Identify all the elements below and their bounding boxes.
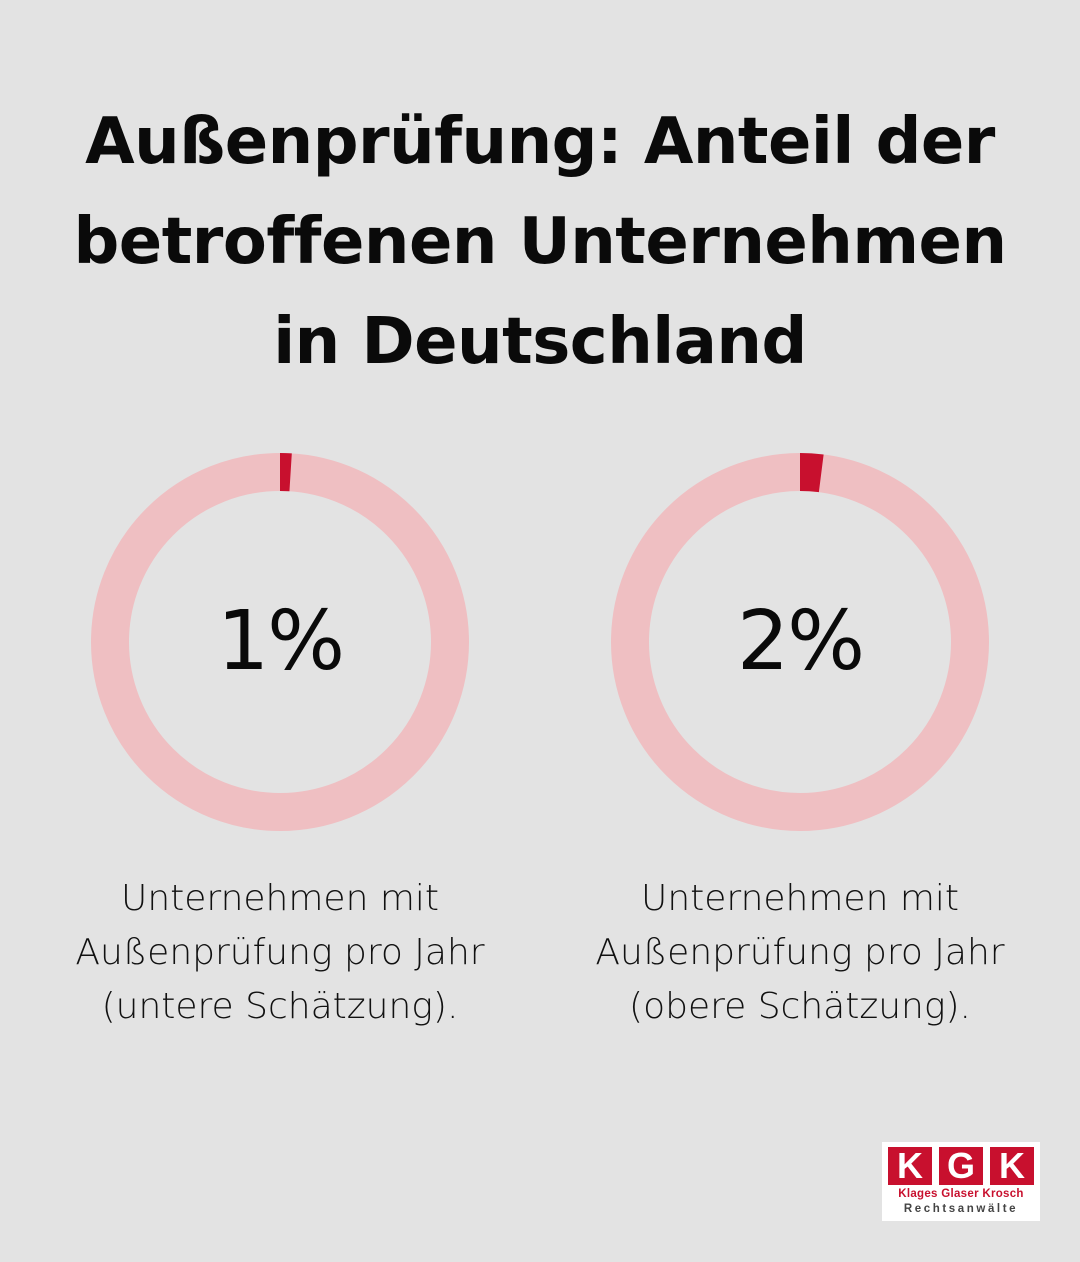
donut-value-arc (611, 453, 989, 831)
kgk-logo: K G K Klages Glaser Krosch Rechtsanwälte (882, 1142, 1040, 1221)
donut-value-arc (91, 453, 469, 831)
logo-subtitle: Rechtsanwälte (903, 1203, 1019, 1215)
donut-chart-lower-estimate: 1% (90, 452, 470, 832)
caption-lower-estimate: Unternehmen mit Außenprüfung pro Jahr (u… (40, 872, 520, 1034)
title-line: betroffenen Unternehmen (73, 205, 1007, 279)
logo-letters: K G K (888, 1147, 1034, 1185)
caption-line: (untere Schätzung). (101, 986, 459, 1027)
caption-line: (obere Schätzung). (629, 986, 971, 1027)
donut-chart-upper-estimate: 2% (610, 452, 990, 832)
caption-upper-estimate: Unternehmen mit Außenprüfung pro Jahr (o… (560, 872, 1040, 1034)
logo-names: Klages Glaser Krosch (898, 1188, 1024, 1200)
title-line: in Deutschland (273, 305, 807, 379)
donut-chart-svg (91, 453, 469, 831)
logo-letter: G (939, 1147, 983, 1185)
caption-line: Unternehmen mit (640, 878, 960, 919)
caption-line: Außenprüfung pro Jahr (595, 932, 1005, 973)
caption-line: Unternehmen mit (120, 878, 440, 919)
logo-letter: K (990, 1147, 1034, 1185)
caption-line: Außenprüfung pro Jahr (75, 932, 485, 973)
donut-chart-svg (611, 453, 989, 831)
page-title: Außenprüfung: Anteil der betroffenen Unt… (40, 92, 1040, 392)
logo-letter: K (888, 1147, 932, 1185)
percent-label: 2% (736, 594, 865, 689)
percent-label: 1% (216, 594, 345, 689)
title-line: Außenprüfung: Anteil der (85, 105, 995, 179)
